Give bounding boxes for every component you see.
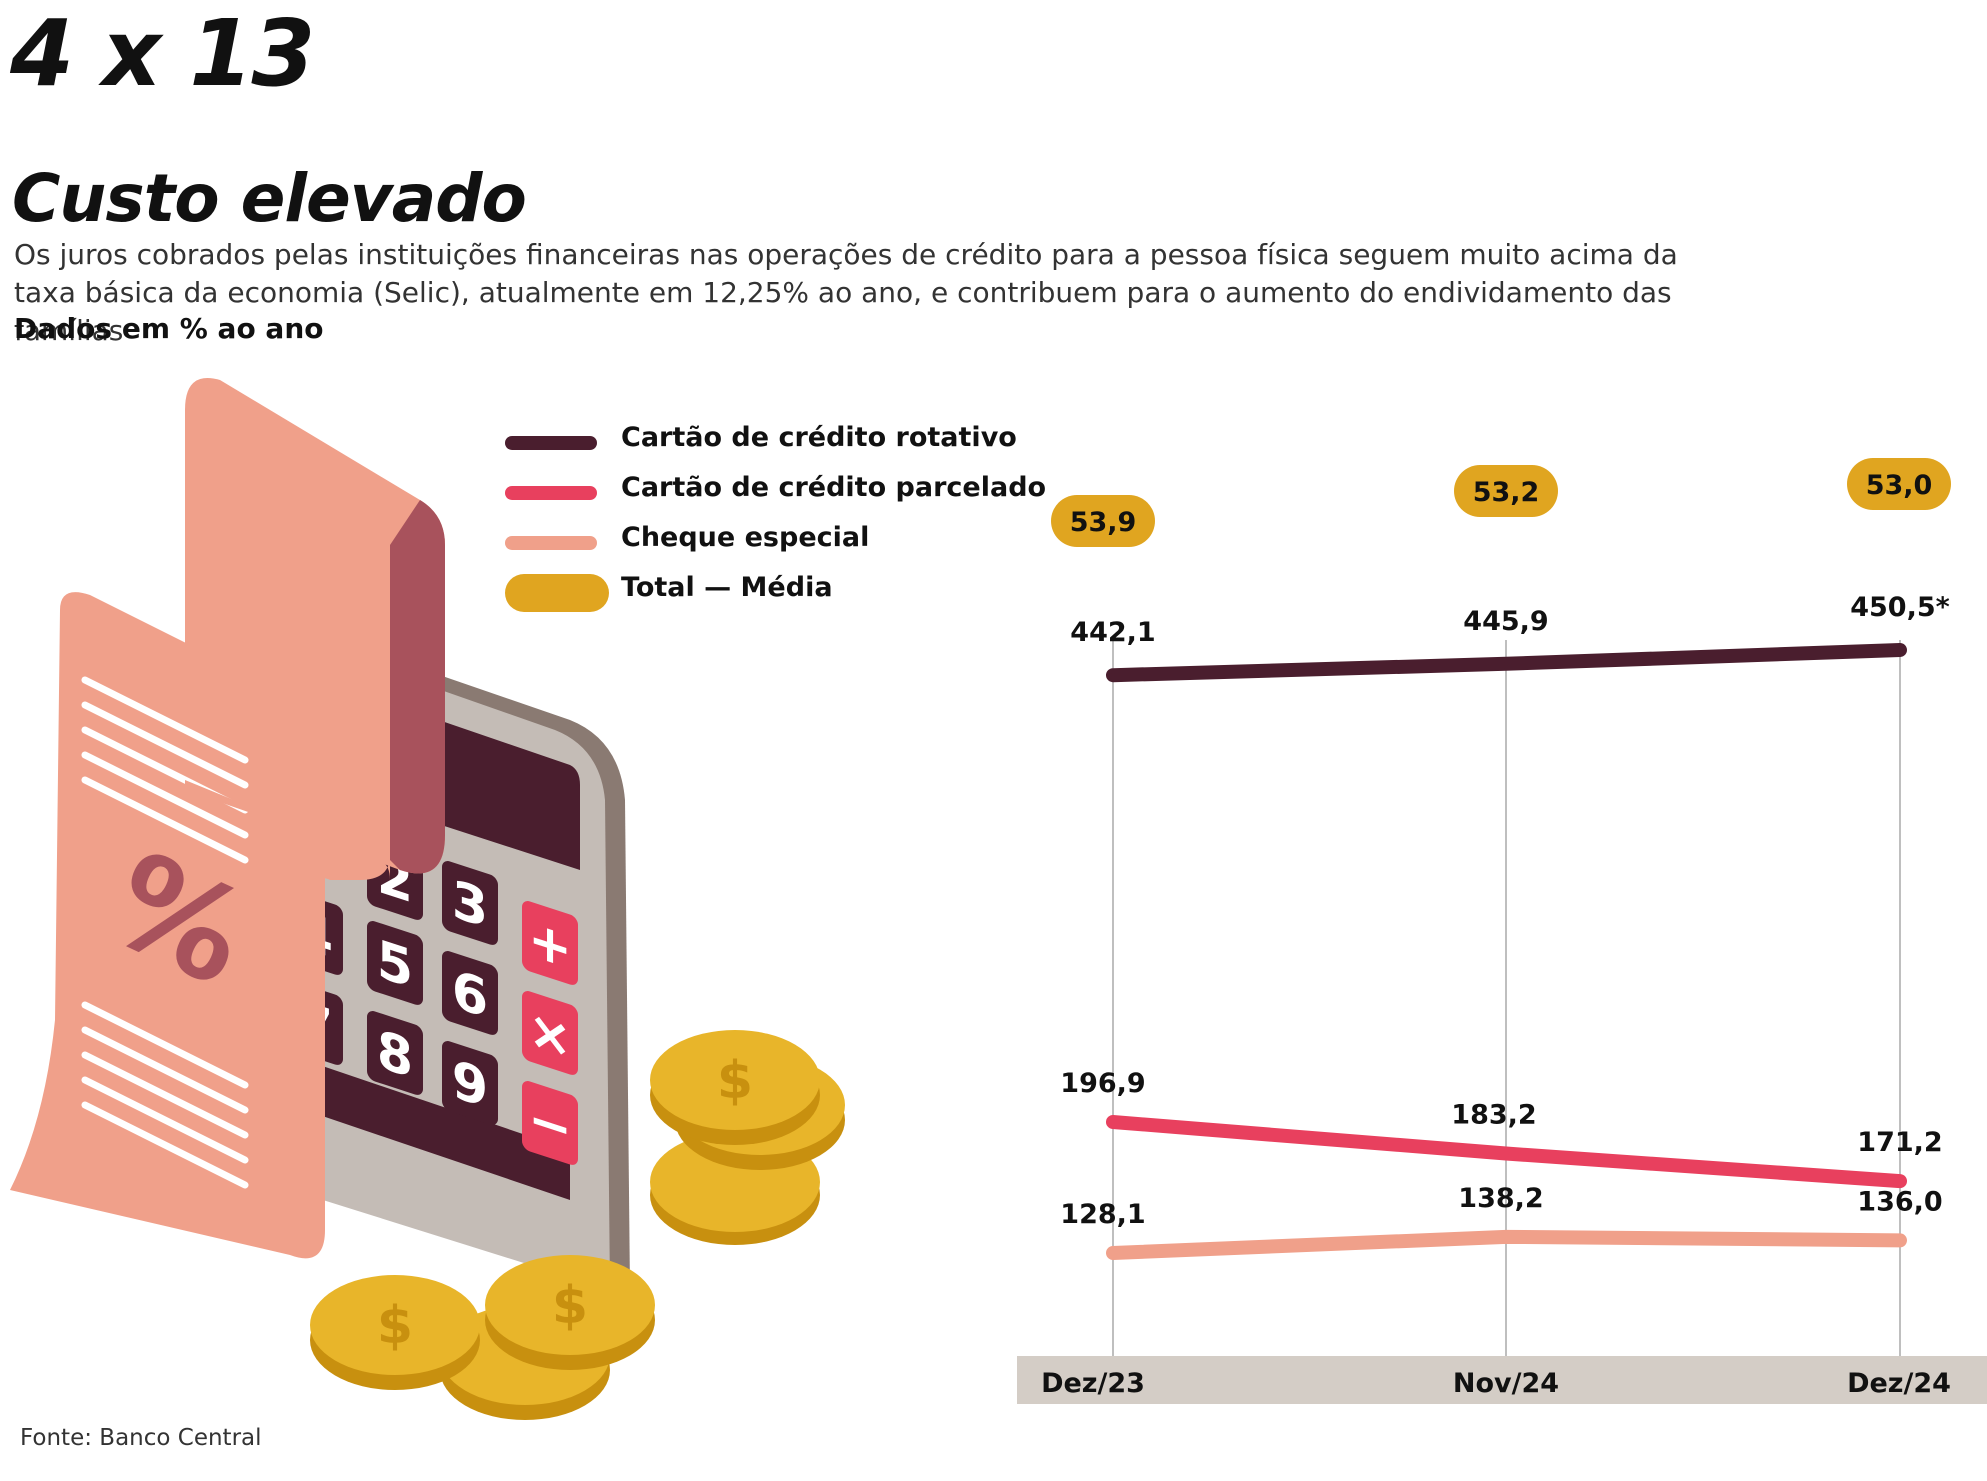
calculator-key [522,901,578,985]
x-axis-band [1017,1356,1987,1404]
receipt-lines [81,676,249,1189]
calculator-key [442,951,498,1035]
legend-label-cheque: Cheque especial [621,522,870,553]
chart-legend: Cartão de crédito rotativo Cartão de cré… [505,420,1046,620]
calculator-key-label: + [528,906,572,982]
calculator-key [367,921,423,1005]
coins-icon: $ $ $ [310,1030,845,1420]
calculator-key-label: × [528,996,572,1072]
chart-title: Custo elevado [12,160,527,237]
calculator-key [522,991,578,1075]
section-kicker: 4 x 13 [10,0,315,107]
coin-symbol: $ [552,1276,588,1336]
calculator-key [442,861,498,945]
data-label-parcelado: 171,2 [1857,1127,1942,1158]
data-point-cheque [1111,1251,1115,1255]
coin: $ [485,1255,655,1370]
coin: $ [310,1275,480,1390]
total-media-pill [1454,465,1558,517]
total-media-label: 53,0 [1866,470,1933,501]
total-media-label: 53,2 [1473,477,1540,508]
legend-swatch-parcelado [505,486,597,500]
data-point-cheque [1898,1238,1902,1243]
data-label-rotativo: 450,5* [1850,592,1950,623]
coin: $ [650,1030,820,1145]
calculator-key-label: 3 [452,867,488,940]
data-label-cheque: 128,1 [1060,1199,1145,1230]
data-point-rotativo [1898,648,1902,652]
data-label-cheque: 136,0 [1857,1186,1942,1217]
data-label-parcelado: 196,9 [1060,1068,1145,1099]
calculator-key-label: 9 [452,1047,488,1120]
x-tick-label: Dez/24 [1847,1368,1951,1399]
data-point-cheque [1504,1234,1508,1239]
calculator-key [522,1081,578,1165]
data-point-rotativo [1111,673,1115,678]
receipt-fold-icon [185,745,390,880]
legend-item-rotativo: Cartão de crédito rotativo [505,420,1017,470]
x-tick-label: Nov/24 [1453,1368,1559,1399]
data-label-rotativo: 442,1 [1070,617,1155,648]
calculator-key-label: 5 [377,927,413,1000]
total-media-pill [1051,495,1155,547]
calculator-key-label: 6 [452,957,488,1030]
chart-subtitle: Os juros cobrados pelas instituições fin… [14,238,1678,347]
legend-item-total: Total — Média [505,570,1005,620]
finance-illustration: 23456789+×− % [10,378,845,1420]
calculator-key [442,1041,498,1125]
calculator-key-label: − [528,1086,572,1162]
data-point-parcelado [1111,1120,1115,1124]
legend-swatch-cheque [505,536,597,550]
legend-swatch-rotativo [505,436,597,450]
legend-label-parcelado: Cartão de crédito parcelado [621,472,1047,503]
data-label-rotativo: 445,9 [1463,606,1548,637]
calculator-key [367,1011,423,1095]
legend-swatch-total [505,574,609,612]
source-note: Fonte: Banco Central [20,1425,262,1451]
data-point-rotativo [1504,661,1508,666]
unit-note: Dados em % ao ano [14,312,324,345]
calculator-key-label: 8 [377,1017,413,1090]
coin-symbol: $ [717,1051,753,1111]
legend-item-cheque: Cheque especial [505,520,1005,570]
total-media-label: 53,9 [1070,507,1137,538]
data-point-parcelado [1504,1151,1508,1156]
data-point-parcelado [1898,1179,1902,1184]
x-tick-label: Dez/23 [1041,1368,1145,1399]
total-media-pill [1847,458,1951,510]
coin-symbol: $ [377,1296,413,1356]
receipt-icon: % [10,592,325,1259]
legend-item-parcelado: Cartão de crédito parcelado [505,470,1046,520]
legend-label-rotativo: Cartão de crédito rotativo [621,422,1017,453]
data-label-parcelado: 183,2 [1451,1100,1536,1131]
data-label-cheque: 138,2 [1458,1183,1543,1214]
legend-label-total: Total — Média [621,572,833,603]
